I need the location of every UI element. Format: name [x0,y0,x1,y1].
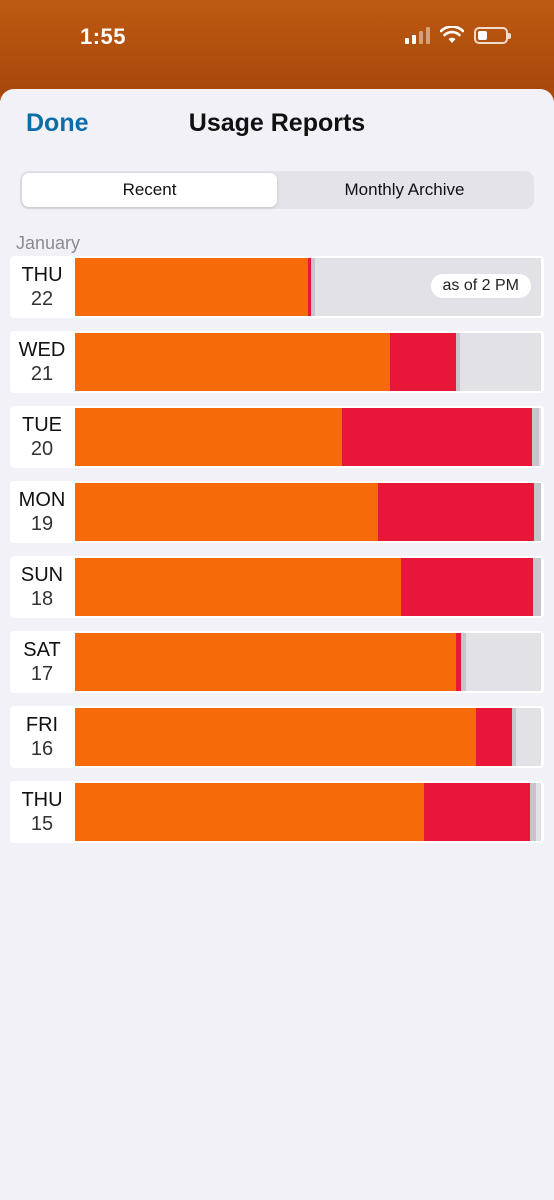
day-of-week: SUN [20,564,64,586]
day-label: FRI 16 [10,706,74,768]
as-of-badge: as of 2 PM [430,274,531,298]
day-label: SUN 18 [10,556,74,618]
usage-bar-secondary [308,258,312,316]
day-of-week: WED [18,339,66,361]
usage-day-row[interactable]: THU 15 [10,781,544,843]
usage-bar-secondary [390,333,457,391]
usage-day-row[interactable]: WED 21 [10,331,544,393]
usage-bar-primary [75,408,343,466]
usage-bar-primary [75,708,476,766]
day-number: 22 [30,288,54,310]
usage-day-row[interactable]: FRI 16 [10,706,544,768]
usage-bar-secondary [401,558,534,616]
usage-day-row[interactable]: MON 19 [10,481,544,543]
day-number: 18 [30,588,54,610]
day-number: 17 [30,663,54,685]
usage-day-row[interactable]: THU 22 as of 2 PM [10,256,544,318]
usage-bar [75,558,541,616]
usage-bar-tertiary [461,633,466,691]
day-number: 19 [30,513,54,535]
tab-recent[interactable]: Recent [22,173,277,207]
day-label: TUE 20 [10,406,74,468]
usage-bar-primary [75,483,379,541]
usage-bar-primary [75,558,402,616]
day-of-week: THU [21,789,63,811]
usage-bar-secondary [475,708,512,766]
status-icons [405,26,511,44]
usage-bar-secondary [342,408,533,466]
usage-bar-tertiary [530,783,537,841]
usage-bar-tertiary [456,333,461,391]
day-of-week: SAT [23,639,61,661]
usage-day-list: THU 22 as of 2 PM WED 21 TUE 20 MON 19 SUN 18 SAT 17… [10,256,544,856]
wifi-icon [440,26,464,43]
usage-bar-tertiary [311,258,316,316]
usage-bar-secondary [456,633,462,691]
usage-day-row[interactable]: TUE 20 [10,406,544,468]
status-time: 1:55 [80,24,127,49]
usage-bar [75,783,541,841]
usage-bar-secondary [378,483,534,541]
usage-bar [75,333,541,391]
usage-reports-sheet: Done Usage Reports Recent Monthly Archiv… [0,89,554,1200]
day-number: 16 [30,738,54,760]
battery-icon [474,26,511,44]
day-of-week: MON [18,489,66,511]
segmented-control: Recent Monthly Archive [20,171,534,209]
page-title: Usage Reports [188,109,366,137]
day-label: THU 22 [10,256,74,318]
status-bar: 1:55 [0,0,554,90]
usage-bar-tertiary [511,708,516,766]
usage-bar [75,408,541,466]
usage-day-row[interactable]: SUN 18 [10,556,544,618]
cellular-signal-icon [405,26,430,44]
day-of-week: THU [21,264,63,286]
usage-bar-primary [75,783,425,841]
usage-bar-primary [75,258,308,316]
usage-bar-primary [75,333,391,391]
nav-bar: Done Usage Reports [0,89,554,159]
usage-bar-primary [75,633,457,691]
day-label: MON 19 [10,481,74,543]
done-button[interactable]: Done [26,109,89,137]
month-header: January [16,233,81,253]
usage-bar [75,708,541,766]
day-of-week: FRI [25,714,59,736]
usage-bar: as of 2 PM [75,258,541,316]
day-label: SAT 17 [10,631,74,693]
usage-bar-tertiary [533,558,541,616]
day-number: 15 [30,813,54,835]
usage-bar-tertiary [532,408,540,466]
usage-bar [75,633,541,691]
day-label: WED 21 [10,331,74,393]
usage-bar-secondary [424,783,531,841]
tab-monthly-archive[interactable]: Monthly Archive [344,180,465,199]
day-number: 20 [30,438,54,460]
day-of-week: TUE [22,414,62,436]
day-label: THU 15 [10,781,74,843]
usage-bar-tertiary [533,483,541,541]
usage-day-row[interactable]: SAT 17 [10,631,544,693]
day-number: 21 [30,363,54,385]
usage-bar [75,483,541,541]
